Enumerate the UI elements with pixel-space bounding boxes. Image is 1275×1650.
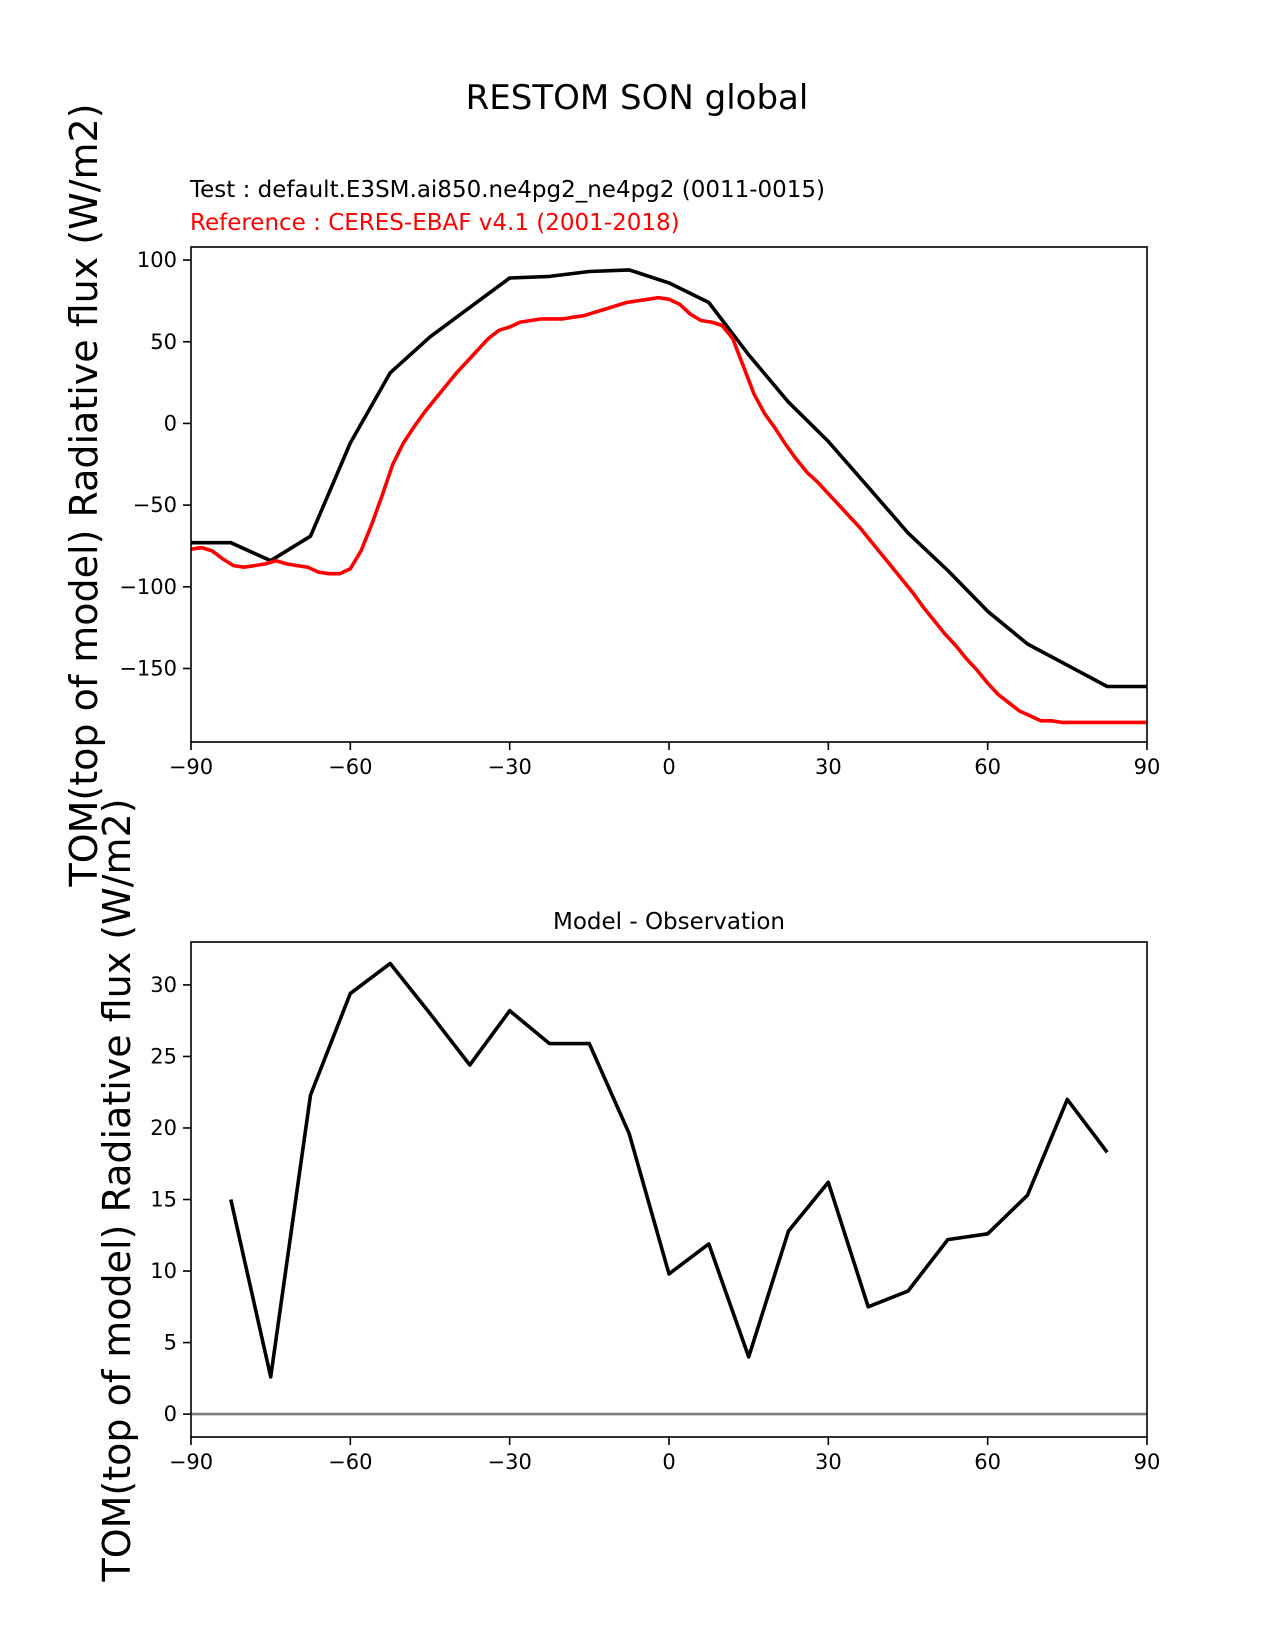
top-x-tick-label: −30 xyxy=(488,755,532,779)
top-series-line-secondary xyxy=(190,295,1147,725)
bot-x-tick-label: 60 xyxy=(974,1450,1001,1474)
top-x-tick-label: 60 xyxy=(974,755,1001,779)
top-series-line-primary xyxy=(191,268,1147,689)
bottom-panel: Model - Observation −90 −60 −30 0 30 60 90 30 25… xyxy=(95,798,1160,1582)
bot-x-tick-label: 30 xyxy=(815,1450,842,1474)
bot-y-tick-label: 30 xyxy=(150,973,177,997)
bot-series-line-primary xyxy=(229,961,1109,1379)
bot-y-tick-label: 10 xyxy=(150,1259,177,1283)
top-y-tick-label: 0 xyxy=(164,411,177,435)
bot-y-tick-label: 15 xyxy=(150,1188,177,1212)
top-y-tick-label: 50 xyxy=(150,330,177,354)
bot-x-tick-label: −30 xyxy=(488,1450,532,1474)
top-plot-frame xyxy=(190,246,1148,743)
top-y-tick-label: −50 xyxy=(133,493,177,517)
bot-y-tick-label: 5 xyxy=(164,1331,177,1355)
test-label: Test : default.E3SM.ai850.ne4pg2_ne4pg2 … xyxy=(189,177,825,203)
bot-y-tick-label: 25 xyxy=(150,1044,177,1068)
bottom-y-axis-label: TOM(top of model) Radiative flux (W/m2) xyxy=(95,798,139,1582)
top-y-axis-label: TOM(top of model) Radiative flux (W/m2) xyxy=(62,103,106,887)
top-x-tick-label: 30 xyxy=(815,755,842,779)
bot-x-tick-label: −60 xyxy=(328,1450,372,1474)
bot-x-tick-label: −90 xyxy=(169,1450,213,1474)
bottom-panel-title: Model - Observation xyxy=(553,909,785,935)
figure-title: RESTOM SON global xyxy=(466,78,809,118)
bot-y-tick-label: 20 xyxy=(150,1116,177,1140)
bot-y-tick-label: 0 xyxy=(164,1402,177,1426)
top-x-tick-label: 90 xyxy=(1134,755,1161,779)
top-x-tick-label: 0 xyxy=(662,755,675,779)
top-y-tick-label: 100 xyxy=(137,248,177,272)
reference-label: Reference : CERES-EBAF v4.1 (2001-2018) xyxy=(190,210,680,236)
top-x-tick-label: −60 xyxy=(328,755,372,779)
top-y-tick-label: −100 xyxy=(119,575,177,599)
bot-x-tick-label: 0 xyxy=(662,1450,675,1474)
top-panel: −90 −60 −30 0 30 60 90 100 50 0 −50 −100 −150 TOM(to… xyxy=(62,103,1160,887)
bottom-plot-frame xyxy=(190,941,1148,1438)
top-y-tick-label: −150 xyxy=(119,656,177,680)
top-x-tick-label: −90 xyxy=(169,755,213,779)
bot-x-tick-label: 90 xyxy=(1134,1450,1161,1474)
